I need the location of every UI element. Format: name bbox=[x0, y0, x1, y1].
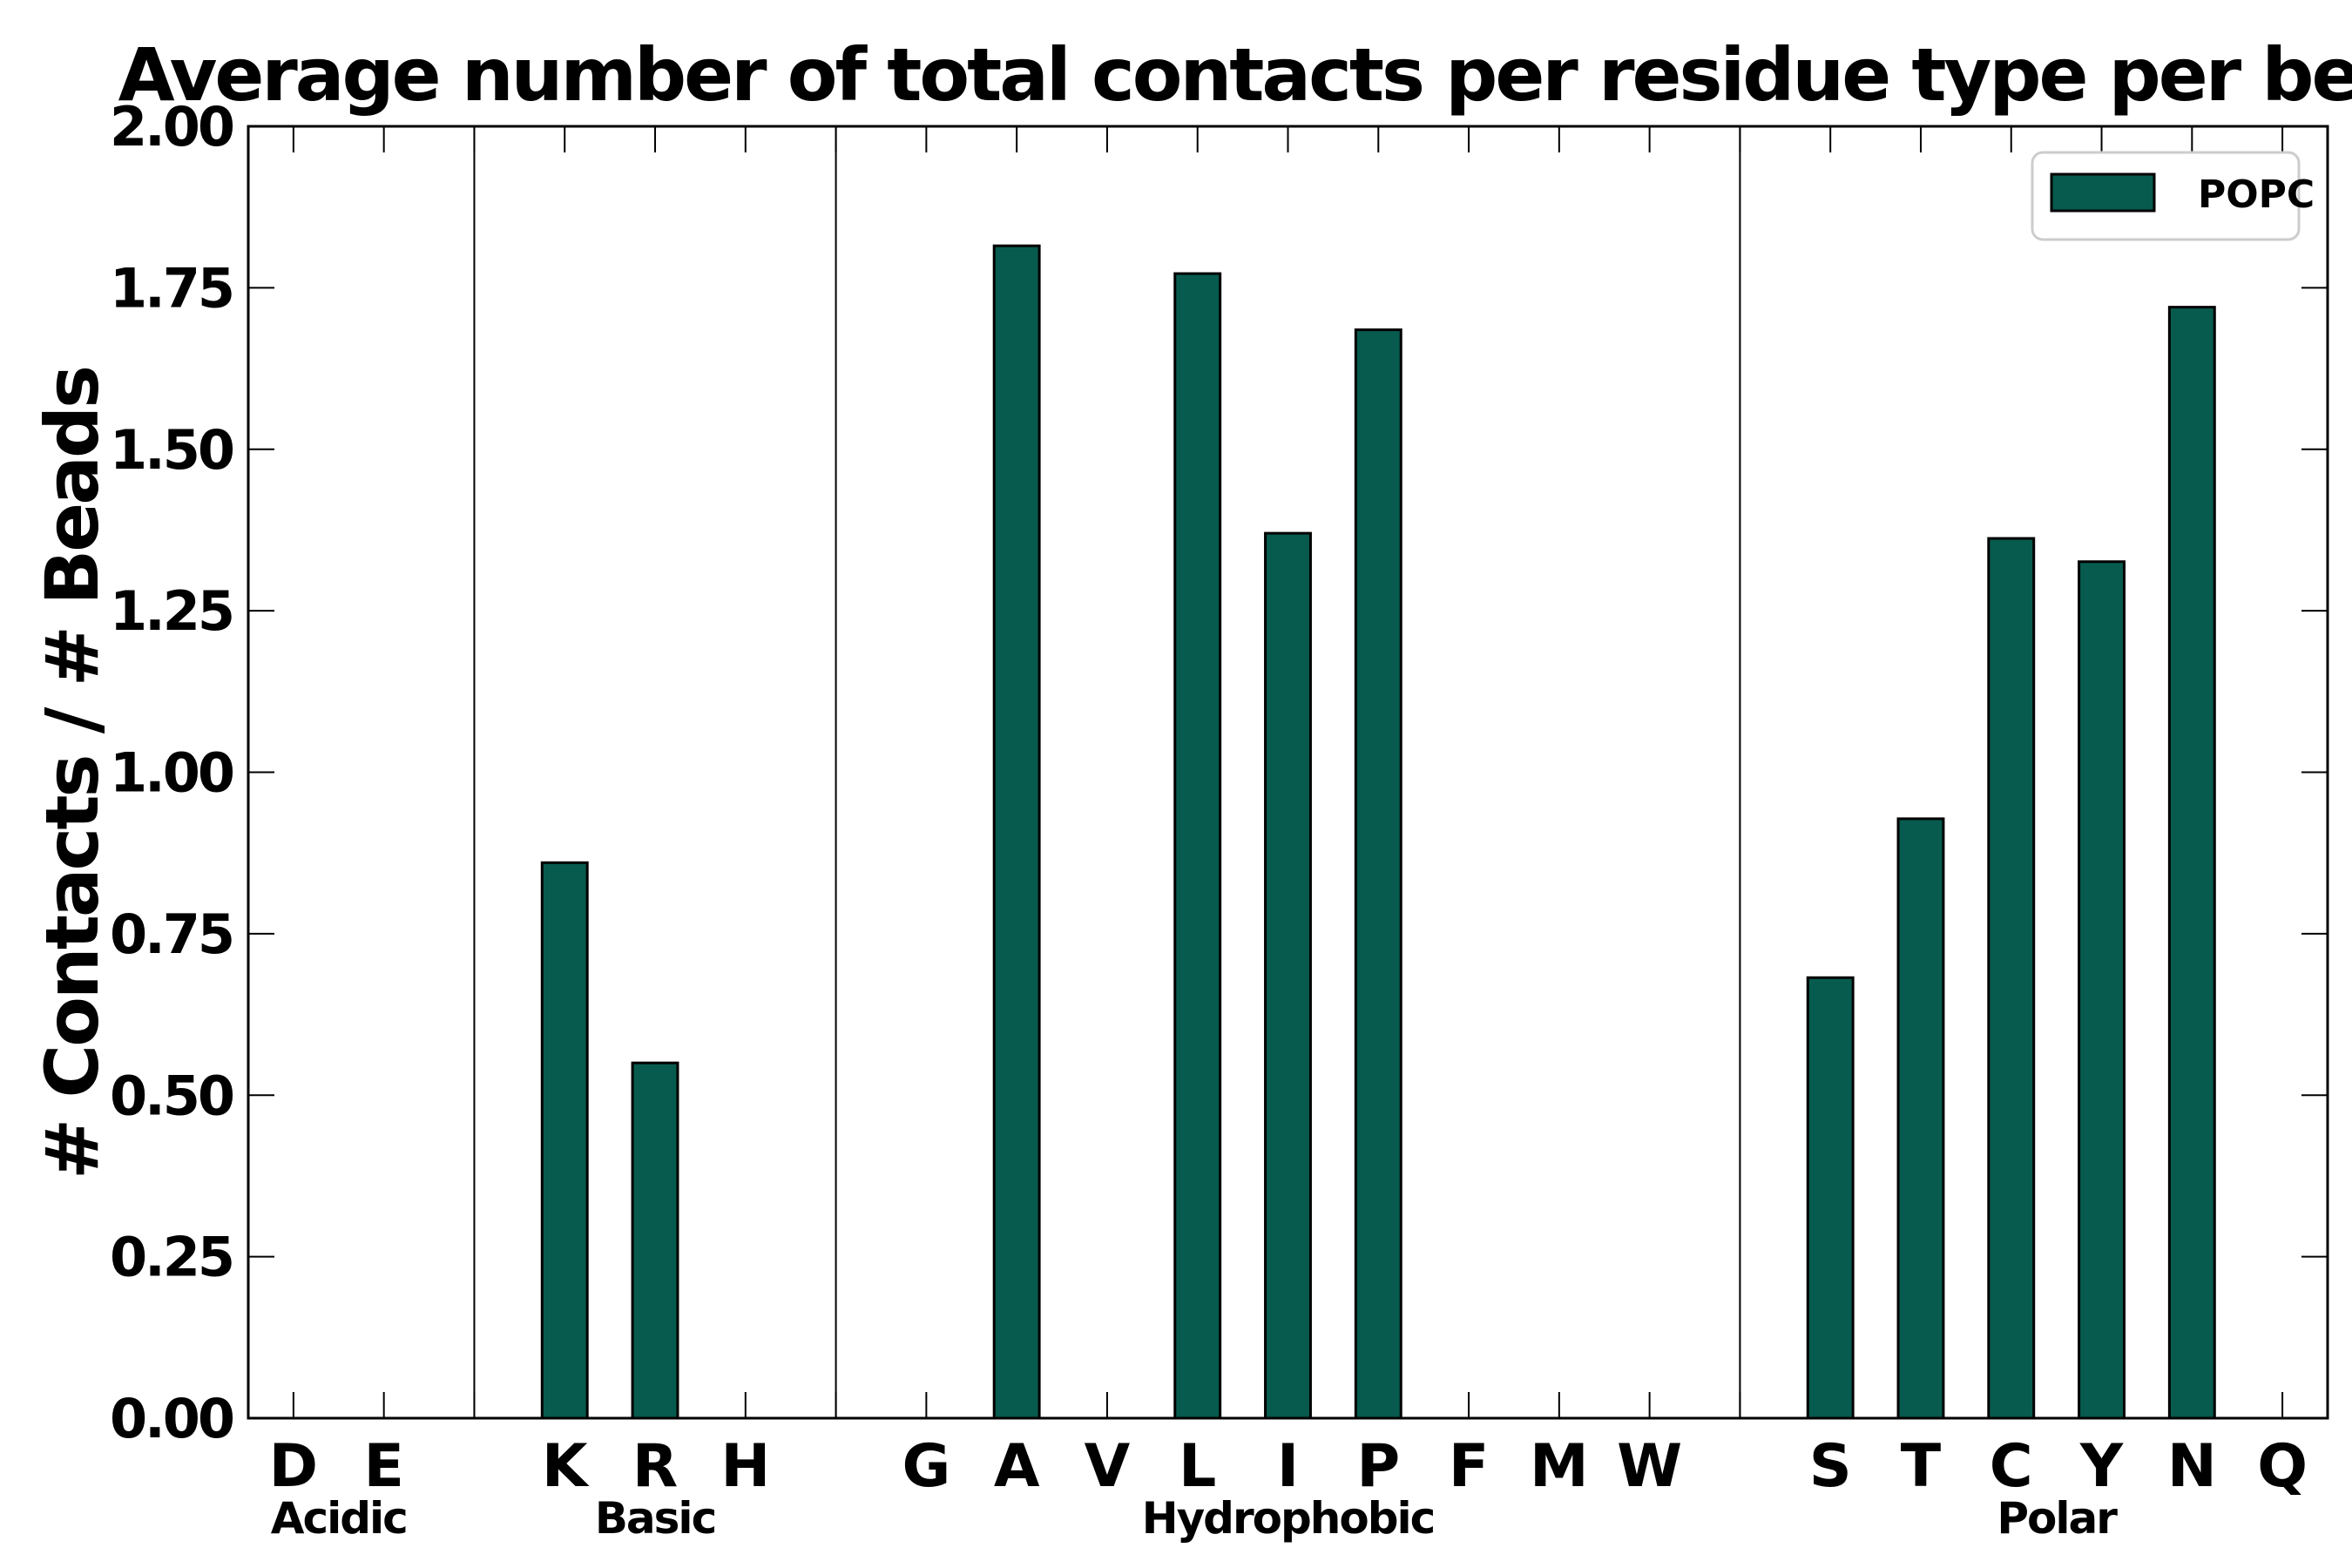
x-tick-label: F bbox=[1449, 1432, 1489, 1501]
chart-title: Average number of total contacts per res… bbox=[118, 32, 2352, 118]
x-tick-label: M bbox=[1530, 1432, 1589, 1501]
bar bbox=[1354, 328, 1402, 1420]
bar bbox=[540, 861, 589, 1420]
x-tick-label: Q bbox=[2257, 1432, 2308, 1501]
x-tick-label: R bbox=[632, 1432, 678, 1501]
bar bbox=[1264, 531, 1312, 1420]
y-tick-label: 1.50 bbox=[110, 418, 233, 482]
plot-area: 0.00 0.25 0.50 0.75 1.00 1.25 1.50 1.75 2.00 D E K R… bbox=[110, 95, 2329, 1544]
group-label: Basic bbox=[595, 1493, 715, 1544]
group-label: Polar bbox=[1997, 1493, 2118, 1544]
legend-label: POPC bbox=[2198, 172, 2315, 217]
bar bbox=[1173, 272, 1222, 1420]
x-tick-label: N bbox=[2167, 1432, 2217, 1501]
x-tick-label: W bbox=[1617, 1432, 1682, 1501]
x-tick-label: A bbox=[994, 1432, 1040, 1501]
y-axis-label: # Contacts / # Beads bbox=[30, 368, 115, 1179]
y-tick-label: 1.00 bbox=[110, 741, 233, 805]
bar bbox=[1896, 817, 1945, 1420]
x-tick-label: V bbox=[1085, 1432, 1131, 1501]
bar bbox=[631, 1061, 679, 1420]
x-tick-label: P bbox=[1356, 1432, 1400, 1501]
x-tick-label: H bbox=[720, 1432, 770, 1501]
group-label: Acidic bbox=[271, 1493, 407, 1544]
x-tick-label: C bbox=[1990, 1432, 2033, 1501]
group-label: Hydrophobic bbox=[1142, 1493, 1435, 1544]
y-tick-label: 2.00 bbox=[110, 95, 233, 159]
legend-swatch bbox=[2050, 172, 2156, 213]
bar bbox=[1806, 976, 1855, 1420]
y-tick-label: 0.75 bbox=[110, 902, 233, 966]
y-tick-label: 0.25 bbox=[110, 1226, 233, 1289]
x-tick-label: G bbox=[902, 1432, 950, 1501]
x-tick-label: I bbox=[1277, 1432, 1299, 1501]
bar bbox=[1987, 537, 2036, 1420]
x-tick-label: K bbox=[542, 1432, 590, 1501]
x-tick-label: E bbox=[363, 1432, 403, 1501]
x-tick-label: D bbox=[269, 1432, 318, 1501]
x-tick-label: S bbox=[1809, 1432, 1852, 1501]
bar bbox=[992, 244, 1041, 1420]
y-tick-label: 0.00 bbox=[110, 1387, 233, 1450]
y-tick-label: 1.75 bbox=[110, 256, 233, 320]
bar bbox=[2167, 306, 2216, 1420]
x-tick-label: L bbox=[1179, 1432, 1216, 1501]
bar bbox=[2078, 560, 2126, 1420]
x-tick-label: T bbox=[1901, 1432, 1942, 1501]
y-tick-label: 1.25 bbox=[110, 579, 233, 643]
x-tick-label: Y bbox=[2079, 1432, 2124, 1501]
y-tick-label: 0.50 bbox=[110, 1064, 233, 1127]
